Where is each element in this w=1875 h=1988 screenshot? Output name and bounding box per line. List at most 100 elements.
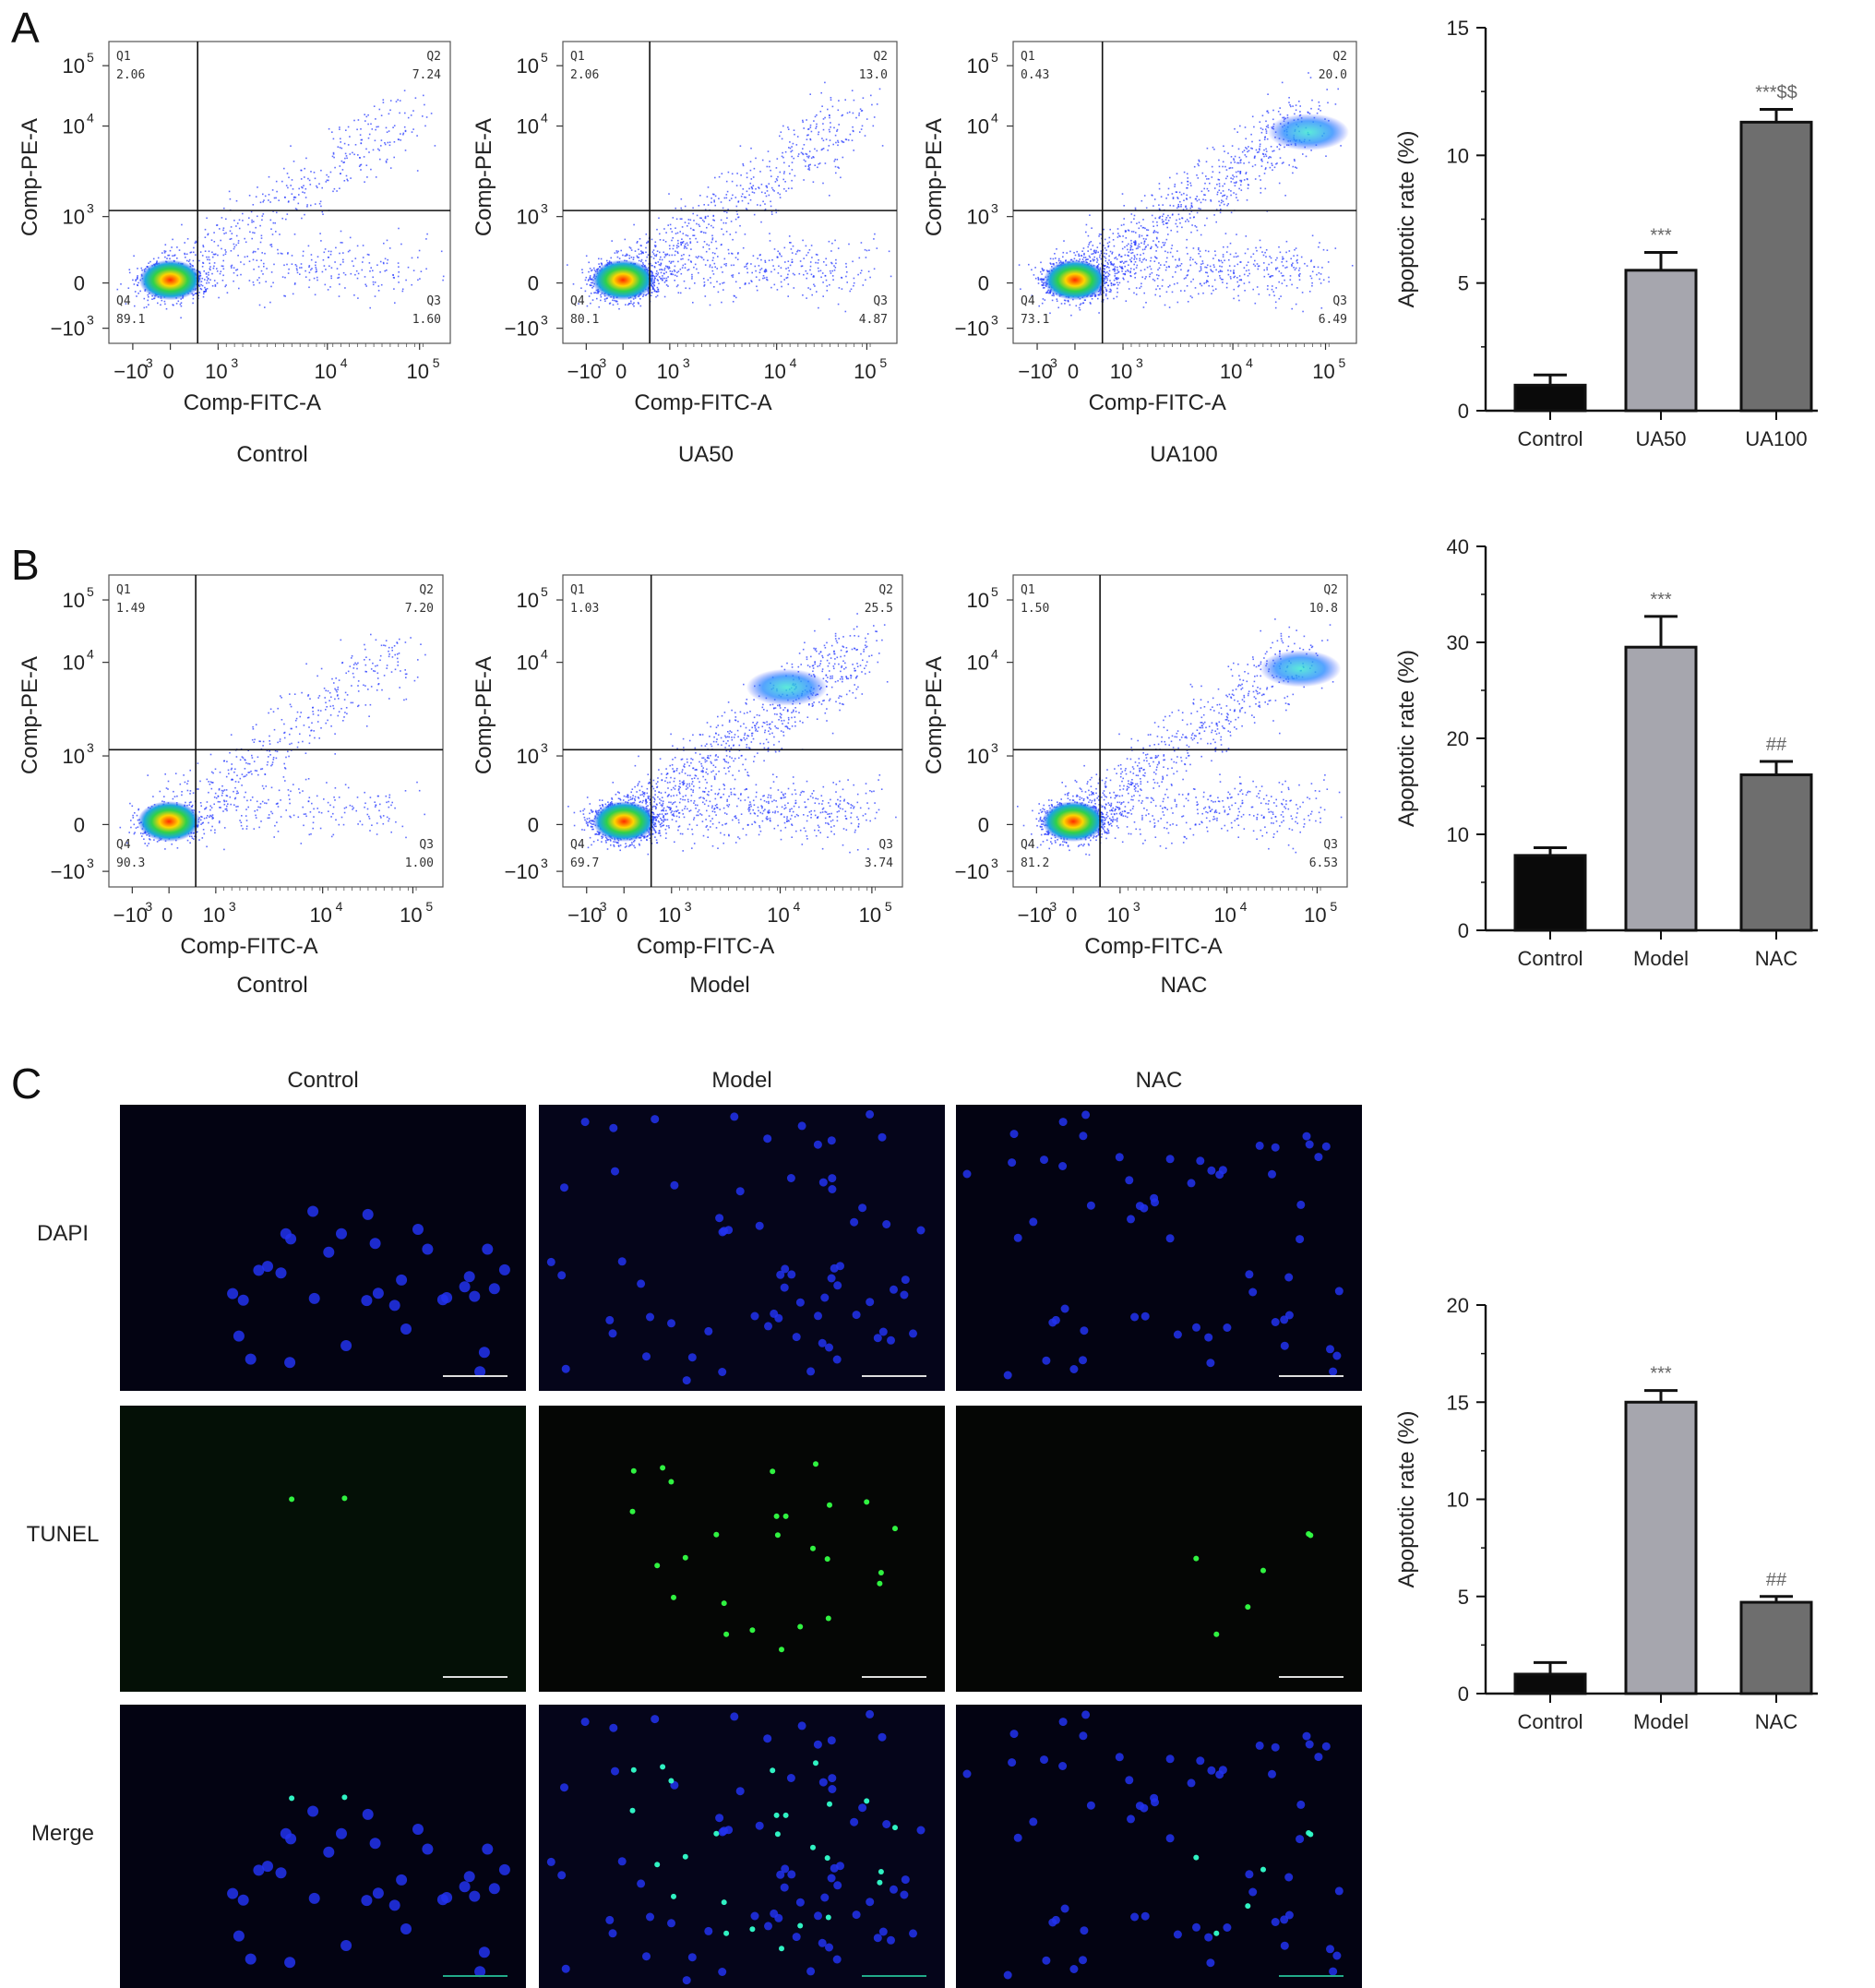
event-dot [751, 186, 753, 189]
event-dot [269, 244, 271, 246]
event-dot [1172, 256, 1174, 257]
event-dot [1265, 132, 1268, 134]
event-dot [1317, 266, 1320, 269]
event-dot [1222, 281, 1224, 283]
event-dot [359, 164, 362, 166]
event-dot [692, 212, 694, 215]
event-dot [1105, 294, 1107, 297]
event-dot [276, 190, 278, 193]
event-dot [663, 267, 666, 269]
event-dot [653, 281, 656, 283]
event-dot [817, 166, 818, 169]
event-dot [829, 114, 830, 116]
event-dot [1176, 191, 1178, 193]
event-dot [719, 283, 722, 285]
event-dot [739, 145, 742, 147]
event-dot [252, 204, 255, 206]
event-dot [199, 251, 202, 253]
event-dot [736, 253, 739, 255]
event-dot [1205, 161, 1208, 162]
event-dot [1233, 158, 1235, 160]
event-dot [430, 113, 433, 114]
event-dot [1143, 257, 1146, 260]
event-dot [675, 285, 678, 288]
event-dot [1165, 238, 1168, 241]
event-dot [845, 262, 847, 265]
event-dot [707, 259, 709, 261]
event-dot [1079, 304, 1081, 306]
event-dot [242, 212, 244, 215]
event-dot [1310, 107, 1312, 110]
event-dot [1248, 162, 1250, 163]
event-dot [362, 257, 364, 258]
quadrant-value: 7.24 [412, 68, 441, 82]
event-dot [1295, 109, 1297, 112]
event-dot [320, 205, 322, 208]
event-dot [748, 282, 750, 284]
panel-label-b: B [11, 541, 40, 589]
event-dot [214, 285, 217, 287]
event-dot [825, 279, 828, 281]
event-dot [593, 292, 595, 294]
event-dot [1189, 264, 1192, 267]
event-dot [764, 208, 767, 210]
event-dot [172, 255, 173, 257]
event-dot [654, 277, 656, 280]
event-dot [152, 257, 155, 260]
event-dot [377, 285, 380, 287]
event-dot [1236, 234, 1237, 235]
event-dot [326, 179, 328, 182]
event-dot [1267, 112, 1270, 114]
event-dot [653, 284, 656, 287]
event-dot [1164, 242, 1166, 244]
event-dot [1198, 246, 1200, 249]
event-dot [1099, 242, 1101, 245]
event-dot [1129, 268, 1132, 269]
event-dot [1278, 246, 1280, 248]
event-dot [216, 268, 218, 269]
event-dot [135, 280, 137, 281]
event-dot [1157, 269, 1159, 271]
event-dot [426, 233, 428, 235]
event-dot [344, 287, 346, 289]
event-dot [286, 173, 289, 174]
x-tick-exponent: 3 [599, 355, 606, 370]
event-dot [711, 234, 713, 237]
event-dot [1294, 248, 1296, 251]
event-dot [668, 260, 671, 263]
event-dot [802, 153, 805, 156]
event-dot [659, 258, 661, 261]
event-dot [200, 288, 203, 291]
event-dot [1271, 261, 1272, 264]
event-dot [809, 93, 811, 95]
event-dot [1206, 264, 1209, 267]
event-dot [204, 291, 206, 293]
event-dot [1248, 150, 1250, 152]
event-dot [836, 130, 838, 132]
event-dot [258, 277, 260, 279]
event-dot [1139, 257, 1141, 260]
event-dot [1130, 213, 1133, 215]
event-dot [1258, 265, 1260, 267]
event-dot [1095, 251, 1097, 254]
event-dot [807, 287, 809, 289]
event-dot [331, 131, 333, 133]
event-dot [294, 197, 297, 198]
event-dot [807, 168, 809, 171]
event-dot [1109, 250, 1112, 253]
event-dot [825, 264, 828, 266]
event-dot [1133, 214, 1136, 217]
event-dot [725, 231, 728, 233]
event-dot [1191, 224, 1193, 226]
x-tick-exponent: 3 [146, 355, 153, 370]
event-dot [260, 259, 262, 261]
event-dot [712, 226, 714, 229]
quadrant-name: Q4 [570, 294, 585, 308]
event-dot [1292, 105, 1294, 107]
event-dot [818, 133, 819, 136]
event-dot [1216, 191, 1219, 194]
event-dot [693, 234, 696, 236]
event-dot [1174, 186, 1176, 187]
event-dot [821, 148, 824, 150]
event-dot [668, 267, 671, 269]
